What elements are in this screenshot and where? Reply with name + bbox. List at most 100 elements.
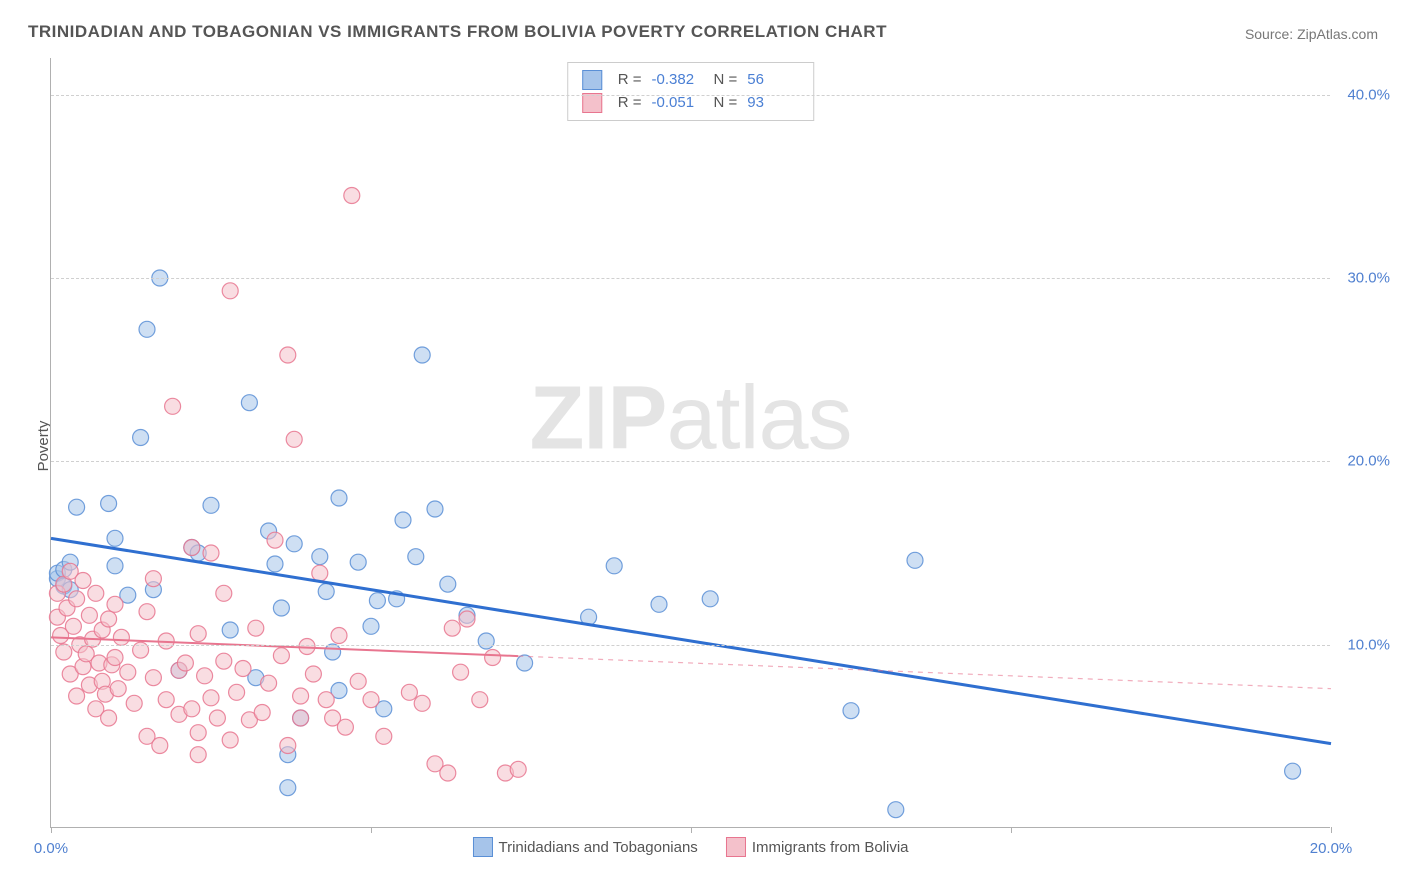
data-point-bolivia	[254, 705, 270, 721]
regression-extension-bolivia	[518, 656, 1331, 689]
data-point-bolivia	[286, 431, 302, 447]
data-point-bolivia	[261, 675, 277, 691]
data-point-trinidad	[222, 622, 238, 638]
data-point-bolivia	[222, 283, 238, 299]
data-point-trinidad	[702, 591, 718, 607]
stats-swatch-b	[582, 93, 602, 113]
x-tick	[51, 827, 52, 833]
data-point-bolivia	[177, 655, 193, 671]
data-point-trinidad	[107, 558, 123, 574]
data-point-trinidad	[107, 530, 123, 546]
data-point-bolivia	[444, 620, 460, 636]
data-point-bolivia	[197, 668, 213, 684]
data-point-bolivia	[203, 690, 219, 706]
stats-n-label: N =	[714, 69, 738, 92]
data-point-trinidad	[907, 552, 923, 568]
data-point-trinidad	[312, 549, 328, 565]
data-point-trinidad	[843, 703, 859, 719]
data-point-trinidad	[133, 430, 149, 446]
data-point-bolivia	[65, 618, 81, 634]
data-point-bolivia	[184, 701, 200, 717]
data-point-trinidad	[369, 593, 385, 609]
chart-title: TRINIDADIAN AND TOBAGONIAN VS IMMIGRANTS…	[28, 22, 887, 42]
stats-row-series-a: R = -0.382 N = 56	[582, 69, 800, 92]
y-tick-label: 20.0%	[1347, 453, 1390, 470]
y-tick-label: 40.0%	[1347, 86, 1390, 103]
legend-item-a: Trinidadians and Tobagonians	[472, 837, 697, 857]
source-attribution: Source: ZipAtlas.com	[1245, 26, 1378, 42]
data-point-bolivia	[69, 591, 85, 607]
legend-label-b: Immigrants from Bolivia	[752, 839, 909, 856]
data-point-bolivia	[376, 728, 392, 744]
x-tick-label: 20.0%	[1310, 840, 1353, 857]
data-point-trinidad	[325, 644, 341, 660]
data-point-bolivia	[331, 628, 347, 644]
stats-swatch-a	[582, 70, 602, 90]
data-point-bolivia	[510, 761, 526, 777]
data-point-bolivia	[184, 540, 200, 556]
gridline-h	[51, 95, 1330, 96]
data-point-bolivia	[145, 670, 161, 686]
source-label: Source:	[1245, 26, 1297, 42]
bottom-legend: Trinidadians and Tobagonians Immigrants …	[472, 837, 908, 857]
data-point-bolivia	[267, 532, 283, 548]
data-point-trinidad	[606, 558, 622, 574]
gridline-h	[51, 645, 1330, 646]
data-point-bolivia	[273, 648, 289, 664]
x-tick	[691, 827, 692, 833]
data-point-trinidad	[408, 549, 424, 565]
regression-line-trinidad	[51, 538, 1331, 743]
data-point-trinidad	[203, 497, 219, 513]
data-point-bolivia	[81, 607, 97, 623]
data-point-bolivia	[101, 710, 117, 726]
data-point-bolivia	[209, 710, 225, 726]
data-point-bolivia	[190, 626, 206, 642]
data-point-bolivia	[203, 545, 219, 561]
stats-r-value-a: -0.382	[652, 69, 704, 92]
data-point-bolivia	[363, 692, 379, 708]
data-point-trinidad	[427, 501, 443, 517]
x-tick	[1331, 827, 1332, 833]
data-point-trinidad	[101, 496, 117, 512]
gridline-h	[51, 278, 1330, 279]
data-point-trinidad	[286, 536, 302, 552]
data-point-bolivia	[75, 573, 91, 589]
data-point-trinidad	[267, 556, 283, 572]
data-point-trinidad	[241, 395, 257, 411]
gridline-h	[51, 461, 1330, 462]
data-point-bolivia	[190, 725, 206, 741]
data-point-trinidad	[1285, 763, 1301, 779]
data-point-bolivia	[190, 747, 206, 763]
data-point-bolivia	[216, 653, 232, 669]
data-point-bolivia	[110, 681, 126, 697]
x-tick-label: 0.0%	[34, 840, 68, 857]
chart-svg	[51, 58, 1331, 828]
data-point-bolivia	[453, 664, 469, 680]
data-point-trinidad	[414, 347, 430, 363]
data-point-bolivia	[120, 664, 136, 680]
data-point-trinidad	[517, 655, 533, 671]
data-point-bolivia	[337, 719, 353, 735]
data-point-bolivia	[305, 666, 321, 682]
data-point-bolivia	[485, 650, 501, 666]
y-tick-label: 10.0%	[1347, 636, 1390, 653]
stats-r-label: R =	[618, 69, 642, 92]
data-point-bolivia	[293, 688, 309, 704]
data-point-trinidad	[395, 512, 411, 528]
data-point-bolivia	[126, 695, 142, 711]
data-point-bolivia	[101, 611, 117, 627]
legend-swatch-b	[726, 837, 746, 857]
data-point-bolivia	[69, 688, 85, 704]
data-point-trinidad	[331, 490, 347, 506]
legend-swatch-a	[472, 837, 492, 857]
data-point-trinidad	[363, 618, 379, 634]
data-point-bolivia	[107, 596, 123, 612]
data-point-bolivia	[139, 604, 155, 620]
data-point-bolivia	[414, 695, 430, 711]
data-point-trinidad	[139, 321, 155, 337]
stats-n-value-a: 56	[747, 69, 799, 92]
data-point-bolivia	[440, 765, 456, 781]
legend-label-a: Trinidadians and Tobagonians	[498, 839, 697, 856]
data-point-bolivia	[312, 565, 328, 581]
data-point-trinidad	[69, 499, 85, 515]
